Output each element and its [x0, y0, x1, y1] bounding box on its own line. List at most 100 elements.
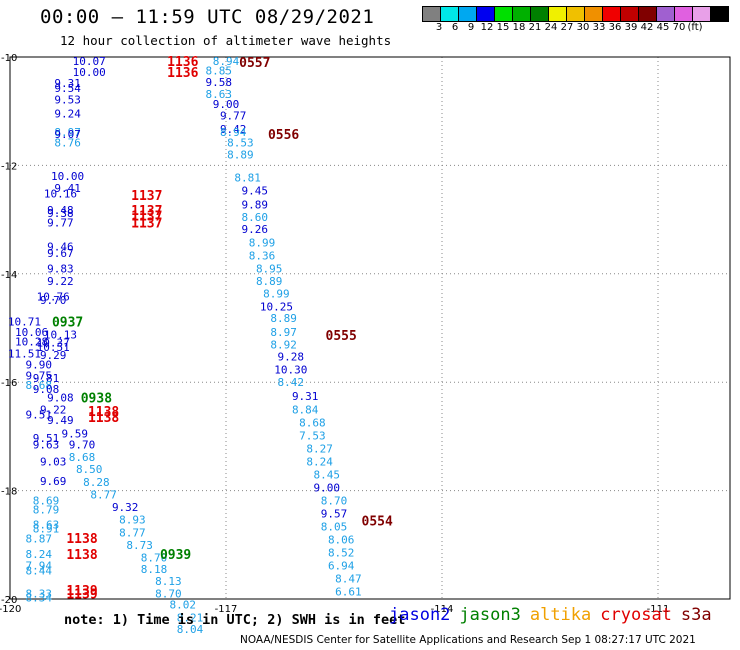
- wave-height-value: 9.48: [47, 204, 74, 217]
- pass-time-label: 1137: [131, 189, 162, 204]
- wave-height-value: 9.32: [112, 501, 139, 514]
- wave-height-value: 9.08: [47, 391, 74, 404]
- wave-height-value: 8.73: [126, 539, 153, 552]
- color-scale-label: 21: [528, 22, 542, 33]
- wave-height-value: 9.51: [26, 409, 53, 422]
- wave-height-value: 10.51: [37, 341, 70, 354]
- wave-height-value: 8.21: [177, 611, 204, 624]
- pass-time-label: 1137: [131, 204, 162, 219]
- color-scale-label: 70: [672, 22, 686, 33]
- pass-time-label: 1136: [167, 55, 198, 70]
- wave-height-value: 8.70: [155, 588, 182, 601]
- wave-height-value: 8.53: [227, 137, 254, 150]
- x-tick-label: -120: [0, 604, 21, 615]
- plot-frame: [9, 56, 731, 600]
- color-scale-label: 15: [496, 22, 510, 33]
- wave-height-value: 8.52: [328, 546, 355, 559]
- wave-height-value: 8.77: [119, 526, 146, 539]
- chart-title: 00:00 – 11:59 UTC 08/29/2021: [40, 6, 375, 28]
- wave-height-value: 9.24: [54, 107, 81, 120]
- wave-height-value: 10.76: [37, 291, 70, 304]
- wave-height-value: 8.89: [227, 149, 254, 162]
- wave-height-value: 9.59: [62, 428, 89, 441]
- wave-height-value: 8.45: [314, 468, 341, 481]
- wave-height-value: 9.28: [278, 351, 305, 364]
- wave-height-value: 9.51: [33, 432, 60, 445]
- wave-height-value: 9.41: [54, 182, 81, 195]
- wave-height-value: 9.00: [314, 481, 341, 494]
- wave-height-value: 8.27: [306, 442, 333, 455]
- y-tick-label: -10: [1, 53, 17, 64]
- wave-height-value: 8.76: [54, 137, 81, 150]
- wave-height-value: 7.53: [299, 429, 326, 442]
- y-tick-label: -14: [1, 270, 17, 281]
- wave-height-value: 9.45: [242, 184, 269, 197]
- wave-height-value: 8.77: [90, 488, 117, 501]
- pass-time-label: 0554: [362, 514, 393, 529]
- wave-height-value: 9.08: [33, 383, 60, 396]
- wave-height-value: 9.31: [292, 390, 319, 403]
- wave-height-value: 8.33: [26, 588, 53, 601]
- wave-height-value: 9.46: [47, 241, 74, 254]
- y-tick-label: -20: [1, 595, 17, 606]
- wave-height-value: 8.68: [299, 416, 326, 429]
- color-scale-label: 42: [640, 22, 654, 33]
- wave-height-value: 8.04: [177, 623, 204, 636]
- wave-height-value: 9.67: [47, 247, 74, 260]
- wave-height-value: 11.51: [8, 347, 41, 360]
- color-scale-label: 33: [592, 22, 606, 33]
- color-scale-label: 27: [560, 22, 574, 33]
- wave-height-value: 8.60: [242, 211, 269, 224]
- pass-time-label: 0938: [81, 391, 112, 406]
- wave-height-value: 8.89: [270, 312, 297, 325]
- y-tick-label: -18: [1, 487, 17, 498]
- color-scale-label: 3: [435, 22, 443, 33]
- wave-height-value: 8.93: [119, 513, 146, 526]
- units-note: note: 1) Time is in UTC; 2) SWH is in fe…: [64, 612, 406, 628]
- wave-height-value: 9.83: [47, 262, 74, 275]
- pass-time-label: 1139: [66, 588, 97, 603]
- wave-height-value: 9.57: [321, 507, 348, 520]
- wave-height-value: 8.89: [256, 275, 283, 288]
- wave-height-value: 9.69: [40, 475, 67, 488]
- wave-height-value: 9.54: [54, 82, 81, 95]
- wave-height-value: 9.81: [33, 372, 60, 385]
- color-scale-label: 39: [624, 22, 638, 33]
- wave-height-value: 8.44: [26, 564, 53, 577]
- legend-jason2: jason2: [389, 605, 451, 625]
- legend-altika: altika: [529, 605, 592, 625]
- wave-height-value: 9.75: [26, 370, 53, 383]
- wave-height-value: 10.07: [73, 55, 106, 68]
- pass-time-label: 0939: [160, 548, 191, 563]
- wave-height-value: 8.63: [206, 88, 233, 101]
- wave-height-value: 8.87: [26, 532, 53, 545]
- data-marks: 10.0710.008.948.859.588.639.009.779.428.…: [8, 55, 393, 636]
- legend-jason3: jason3: [459, 605, 521, 625]
- color-scale-label: 24: [544, 22, 558, 33]
- wave-height-value: 6.94: [328, 559, 355, 572]
- pass-time-label: 0556: [268, 128, 299, 143]
- wave-height-value: 8.85: [206, 65, 233, 78]
- wave-height-value: 9.70: [40, 294, 67, 307]
- pass-time-label: 0557: [239, 56, 270, 71]
- wave-height-value: 6.61: [335, 585, 362, 598]
- wave-height-value: 8.70: [141, 551, 168, 564]
- wave-height-value: 8.36: [249, 249, 276, 262]
- wave-height-value: 10.16: [44, 188, 77, 201]
- x-tick-label: -114: [431, 604, 454, 615]
- legend-s3a: s3a: [680, 605, 712, 625]
- color-scale-label: (ft): [687, 22, 703, 33]
- wave-height-value: 9.22: [47, 275, 74, 288]
- wave-height-value: 8.99: [249, 236, 276, 249]
- wave-height-value: 9.00: [213, 98, 240, 111]
- wave-height-value: 7.94: [26, 559, 53, 572]
- color-scale-label: 18: [512, 22, 526, 33]
- color-scale-label: 30: [576, 22, 590, 33]
- color-scale-cell: [710, 6, 729, 22]
- color-scale-label: 6: [451, 22, 459, 33]
- wave-height-value: 8.24: [306, 455, 333, 468]
- pass-time-label: 1136: [167, 66, 198, 81]
- wave-height-value: 8.34: [26, 591, 53, 604]
- chart-subtitle: 12 hour collection of altimeter wave hei…: [60, 33, 392, 48]
